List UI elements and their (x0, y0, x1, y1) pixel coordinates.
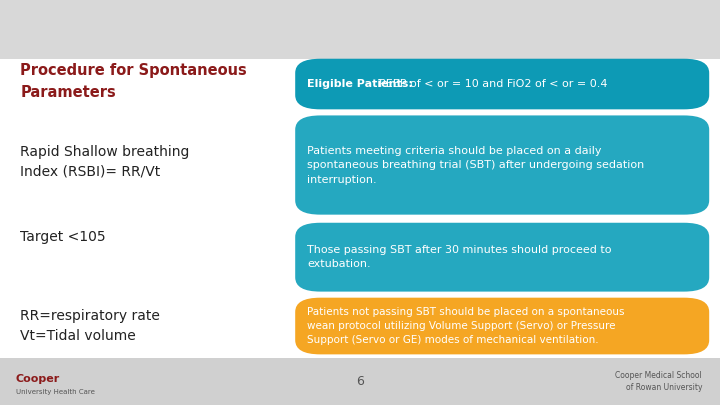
FancyBboxPatch shape (295, 115, 709, 215)
Text: Cooper: Cooper (16, 374, 60, 384)
Text: PEEP of < or = 10 and FiO2 of < or = 0.4: PEEP of < or = 10 and FiO2 of < or = 0.4 (372, 79, 607, 89)
Text: University Health Care: University Health Care (16, 389, 95, 394)
Text: 6: 6 (356, 375, 364, 388)
FancyBboxPatch shape (295, 298, 709, 354)
Text: Patients meeting criteria should be placed on a daily
spontaneous breathing tria: Patients meeting criteria should be plac… (307, 146, 644, 185)
FancyBboxPatch shape (295, 59, 709, 109)
FancyBboxPatch shape (295, 223, 709, 292)
Text: Cooper Medical School
of Rowan University: Cooper Medical School of Rowan Universit… (616, 371, 702, 392)
Text: Patients not passing SBT should be placed on a spontaneous
wean protocol utilizi: Patients not passing SBT should be place… (307, 307, 625, 345)
Text: RR=respiratory rate
Vt=Tidal volume: RR=respiratory rate Vt=Tidal volume (20, 309, 160, 343)
Text: Parameters: Parameters (20, 85, 116, 100)
Text: Those passing SBT after 30 minutes should proceed to
extubation.: Those passing SBT after 30 minutes shoul… (307, 245, 612, 269)
Text: Eligible Patients:: Eligible Patients: (307, 79, 413, 89)
FancyBboxPatch shape (0, 0, 720, 59)
Text: Rapid Shallow breathing
Index (RSBI)= RR/Vt: Rapid Shallow breathing Index (RSBI)= RR… (20, 145, 189, 179)
FancyBboxPatch shape (0, 358, 720, 405)
Text: Target <105: Target <105 (20, 230, 106, 244)
Text: Procedure for Spontaneous: Procedure for Spontaneous (20, 63, 247, 78)
